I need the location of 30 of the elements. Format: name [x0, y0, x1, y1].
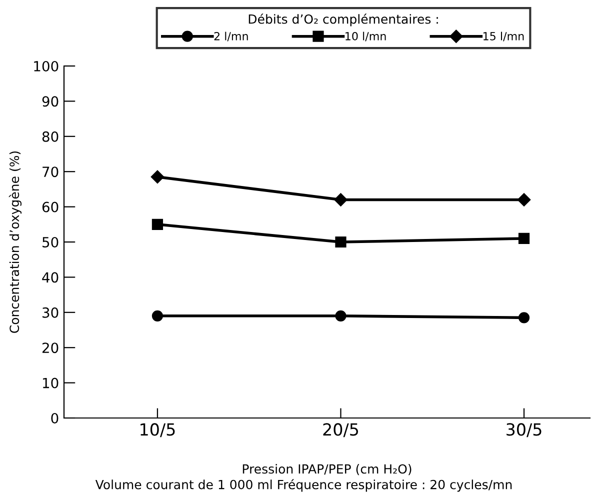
text: Volume courant de 1 000 ml Fréquence respiratoire : 20 cycles/mn: [95, 479, 512, 492]
y-axis-title: Concentration d’oxygène (%): [8, 151, 22, 333]
legend-label: 2 l/mn: [214, 32, 248, 42]
legend-label: 15 l/mn: [484, 32, 524, 42]
x-axis-title: Pression IPAP/PEP (cm H₂O): [242, 464, 412, 476]
legend-title: Débits d’O₂ complémentaires :: [248, 14, 438, 26]
point: [334, 193, 348, 206]
point: [518, 312, 530, 324]
point: [152, 310, 164, 322]
y-tick-label: 30: [42, 307, 58, 318]
y-tick-label: 80: [42, 131, 58, 142]
y-tick-label: 40: [42, 272, 58, 283]
y-tick-label: 0: [51, 412, 58, 424]
legend-label: 10 l/mn: [346, 32, 386, 42]
y-tick-label: 90: [42, 96, 58, 107]
x-tick-label: 10/5: [140, 423, 175, 438]
y-tick-label: 100: [34, 60, 58, 72]
y-tick-label: 50: [42, 236, 58, 248]
point: [335, 310, 346, 322]
point: [335, 236, 346, 248]
point: [152, 218, 164, 230]
point: [517, 193, 531, 206]
y-tick-label: 60: [42, 202, 58, 212]
point: [518, 232, 530, 244]
y-tick-label: 70: [42, 166, 58, 178]
x-tick-label: 30/5: [506, 423, 542, 438]
point: [150, 170, 164, 184]
y-tick-label: 10: [42, 378, 58, 388]
x-tick-label: 20/5: [323, 423, 358, 438]
y-tick-label: 20: [42, 342, 58, 354]
